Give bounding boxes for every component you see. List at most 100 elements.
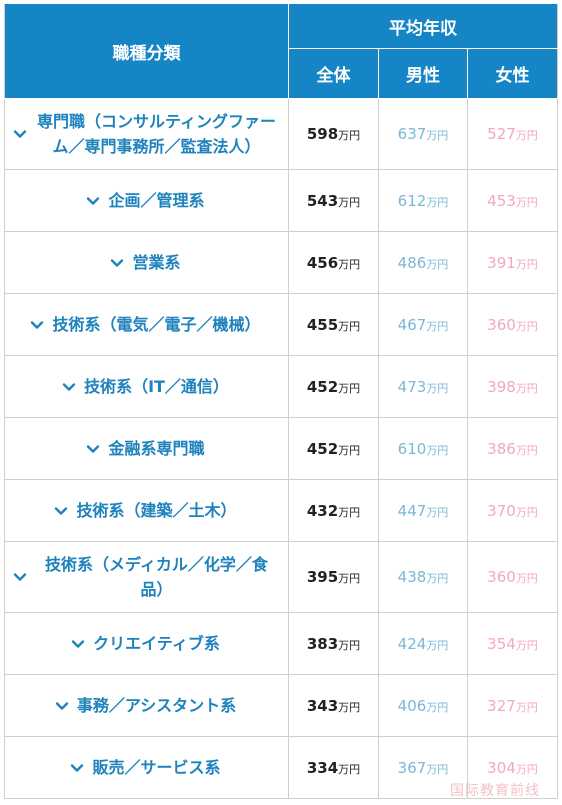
- income-all-value: 395: [306, 568, 339, 586]
- table-row: 事務／アシスタント系 343万円 406万円 327万円: [4, 674, 558, 737]
- chevron-down-icon[interactable]: [62, 380, 76, 394]
- category-cell[interactable]: 企画／管理系: [4, 169, 289, 232]
- table-row: 技術系（メディカル／化学／食品） 395万円 438万円 360万円: [4, 541, 558, 613]
- income-all-value: 455: [306, 315, 339, 334]
- chevron-down-icon[interactable]: [70, 761, 84, 775]
- income-male-cell: 367万円: [378, 736, 468, 799]
- income-male-cell: 438万円: [378, 541, 468, 613]
- unit-label: 万円: [515, 638, 538, 652]
- category-label: 専門職（コンサルティングファーム／専門事務所／監査法人）: [36, 112, 277, 156]
- category-cell[interactable]: 技術系（建築／土木）: [4, 479, 289, 542]
- category-label: 技術系（IT／通信）: [84, 377, 229, 396]
- chevron-down-icon[interactable]: [86, 194, 100, 208]
- income-male-value: 467: [397, 315, 427, 334]
- column-header-all: 全体: [288, 48, 379, 99]
- table-row: 販売／サービス系 334万円 367万円 304万円: [4, 736, 558, 799]
- income-male-cell: 467万円: [378, 293, 468, 356]
- watermark: 国际教育前线: [450, 783, 540, 799]
- category-cell[interactable]: 専門職（コンサルティングファーム／専門事務所／監査法人）: [4, 98, 289, 170]
- unit-label: 万円: [426, 381, 449, 395]
- unit-label: 万円: [515, 195, 538, 209]
- table-row: 専門職（コンサルティングファーム／専門事務所／監査法人） 598万円 637万円…: [4, 98, 558, 170]
- income-male-value: 612: [397, 191, 427, 210]
- unit-label: 万円: [338, 129, 361, 142]
- chevron-down-icon[interactable]: [13, 570, 27, 584]
- unit-label: 万円: [426, 195, 449, 209]
- income-all-cell: 343万円: [288, 674, 379, 737]
- income-male-value: 610: [397, 439, 427, 458]
- unit-label: 万円: [338, 257, 361, 271]
- income-all-value: 452: [306, 377, 339, 396]
- income-male-value: 406: [397, 696, 427, 715]
- unit-label: 万円: [515, 700, 538, 714]
- chevron-down-icon[interactable]: [55, 699, 69, 713]
- category-cell[interactable]: 技術系（電気／電子／機械）: [4, 293, 289, 356]
- income-all-cell: 383万円: [288, 612, 379, 675]
- income-male-cell: 610万円: [378, 417, 468, 480]
- unit-label: 万円: [426, 257, 449, 271]
- unit-label: 万円: [426, 762, 449, 776]
- category-label: 企画／管理系: [108, 191, 205, 210]
- income-female-value: 398: [487, 377, 516, 396]
- category-cell[interactable]: 金融系専門職: [4, 417, 289, 480]
- income-male-value: 424: [397, 634, 427, 653]
- table-row: クリエイティブ系 383万円 424万円 354万円: [4, 612, 558, 675]
- income-female-value: 453: [487, 191, 516, 210]
- income-female-value: 327: [487, 696, 516, 715]
- category-cell[interactable]: 技術系（メディカル／化学／食品）: [4, 541, 289, 613]
- income-all-value: 383: [306, 634, 339, 653]
- category-cell[interactable]: 事務／アシスタント系: [4, 674, 289, 737]
- income-female-cell: 391万円: [467, 231, 558, 294]
- unit-label: 万円: [426, 572, 449, 585]
- category-cell[interactable]: 技術系（IT／通信）: [4, 355, 289, 418]
- chevron-down-icon[interactable]: [13, 127, 27, 141]
- unit-label: 万円: [338, 762, 361, 776]
- unit-label: 万円: [515, 572, 538, 585]
- income-male-cell: 612万円: [378, 169, 468, 232]
- income-female-value: 391: [487, 253, 516, 272]
- income-female-cell: 304万円: [467, 736, 558, 799]
- unit-label: 万円: [338, 700, 361, 714]
- unit-label: 万円: [515, 257, 538, 271]
- income-female-cell: 398万円: [467, 355, 558, 418]
- chevron-down-icon[interactable]: [30, 318, 44, 332]
- table-row: 金融系専門職 452万円 610万円 386万円: [4, 417, 558, 480]
- category-cell[interactable]: 販売／サービス系: [4, 736, 289, 799]
- unit-label: 万円: [426, 505, 449, 519]
- column-header-male: 男性: [378, 48, 468, 99]
- unit-label: 万円: [338, 572, 361, 585]
- income-all-value: 343: [306, 696, 339, 715]
- chevron-down-icon[interactable]: [71, 637, 85, 651]
- income-table: 職種分類 平均年収 全体 男性 女性 専門職（コンサルティングファーム／専門事務…: [4, 3, 558, 799]
- category-label: 事務／アシスタント系: [76, 696, 237, 715]
- income-male-cell: 637万円: [378, 98, 468, 170]
- income-all-value: 334: [306, 758, 339, 777]
- unit-label: 万円: [338, 638, 361, 652]
- unit-label: 万円: [515, 762, 538, 776]
- category-label: 技術系（電気／電子／機械）: [52, 315, 261, 334]
- category-label: 金融系専門職: [108, 439, 205, 458]
- table-row: 企画／管理系 543万円 612万円 453万円: [4, 169, 558, 232]
- unit-label: 万円: [338, 381, 361, 395]
- income-female-cell: 360万円: [467, 293, 558, 356]
- table-row: 技術系（IT／通信） 452万円 473万円 398万円: [4, 355, 558, 418]
- category-label: 技術系（建築／土木）: [76, 501, 237, 520]
- chevron-down-icon[interactable]: [54, 504, 68, 518]
- category-label: 営業系: [132, 253, 181, 272]
- category-cell[interactable]: クリエイティブ系: [4, 612, 289, 675]
- unit-label: 万円: [338, 195, 361, 209]
- category-column-header: 職種分類: [4, 3, 289, 99]
- income-all-value: 452: [306, 439, 339, 458]
- income-male-cell: 486万円: [378, 231, 468, 294]
- income-female-value: 354: [487, 634, 516, 653]
- income-female-cell: 327万円: [467, 674, 558, 737]
- chevron-down-icon[interactable]: [110, 256, 124, 270]
- income-all-cell: 334万円: [288, 736, 379, 799]
- income-all-cell: 543万円: [288, 169, 379, 232]
- chevron-down-icon[interactable]: [86, 442, 100, 456]
- income-group-header: 平均年収: [288, 3, 558, 49]
- income-female-value: 360: [487, 568, 516, 586]
- category-cell[interactable]: 営業系: [4, 231, 289, 294]
- income-female-value: 386: [487, 439, 516, 458]
- income-male-cell: 447万円: [378, 479, 468, 542]
